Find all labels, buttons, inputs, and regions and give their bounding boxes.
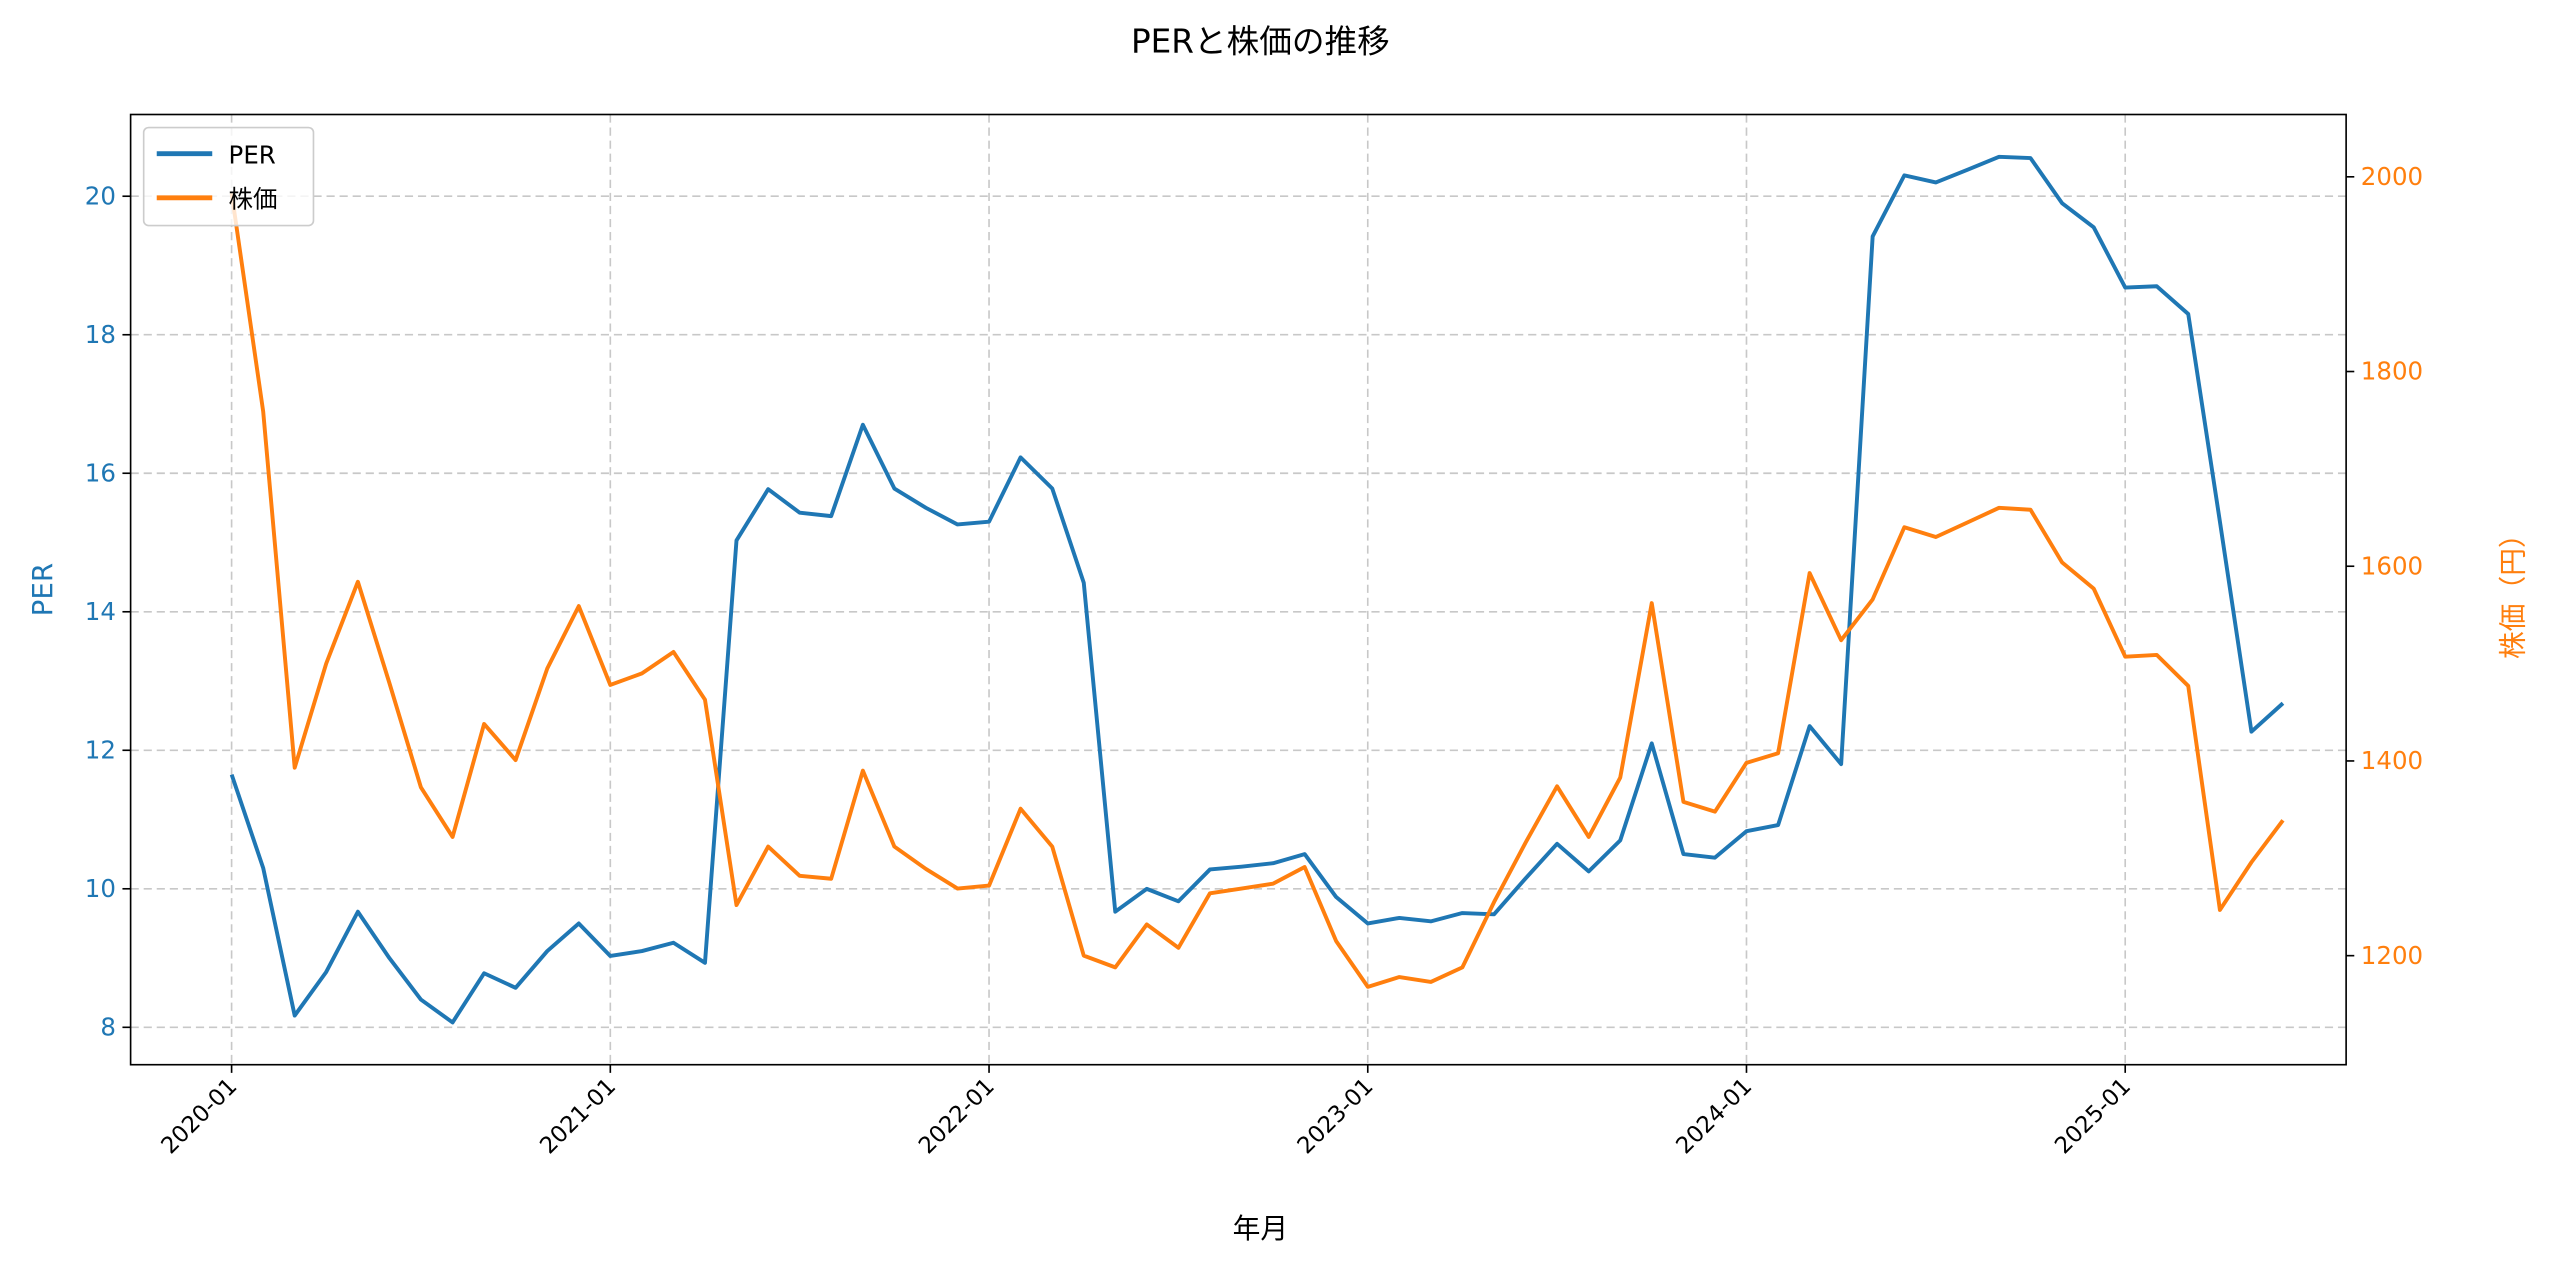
legend: PER 株価 [142, 126, 315, 227]
y-axis-right: 1200 1400 1600 1800 2000 [2346, 162, 2423, 970]
y-right-tick-label: 1600 [2361, 551, 2423, 580]
x-tick-label: 2020-01 [156, 1073, 242, 1159]
y-axis-right-label: 株価（円） [2496, 520, 2529, 659]
y-right-tick-label: 1200 [2361, 941, 2423, 970]
y-right-tick-label: 1800 [2361, 357, 2423, 386]
grid [130, 114, 2347, 1065]
y-left-tick-label: 14 [85, 597, 116, 626]
y-axis-left: 8 10 12 14 16 18 20 [85, 181, 131, 1041]
series-line-price [229, 193, 2285, 989]
legend-label-price: 株価 [229, 185, 278, 214]
series-line-per [229, 154, 2285, 1025]
x-tick-label: 2022-01 [914, 1073, 1000, 1159]
y-left-tick-label: 8 [100, 1012, 116, 1041]
legend-label-per: PER [229, 140, 276, 169]
y-left-tick-label: 10 [85, 874, 116, 903]
x-axis-label: 年月 [1233, 1212, 1289, 1245]
y-left-tick-label: 18 [85, 320, 116, 349]
x-tick-label: 2025-01 [2050, 1073, 2136, 1159]
y-left-tick-label: 16 [85, 458, 116, 487]
y-right-tick-label: 1400 [2361, 746, 2423, 775]
y-right-tick-label: 2000 [2361, 162, 2423, 191]
x-tick-label: 2021-01 [535, 1073, 621, 1159]
x-axis: 2020-01 2021-01 2022-01 2023-01 2024-01 2025-… [156, 1064, 2136, 1159]
plot-frame [129, 113, 2347, 1066]
y-left-tick-label: 20 [85, 181, 116, 210]
chart-title: PERと株価の推移 [1131, 22, 1390, 60]
x-tick-label: 2023-01 [1293, 1073, 1379, 1159]
y-left-tick-label: 12 [85, 735, 116, 764]
x-tick-label: 2024-01 [1671, 1073, 1757, 1159]
y-axis-left-label: PER [26, 563, 59, 617]
series-lines [229, 154, 2285, 1025]
